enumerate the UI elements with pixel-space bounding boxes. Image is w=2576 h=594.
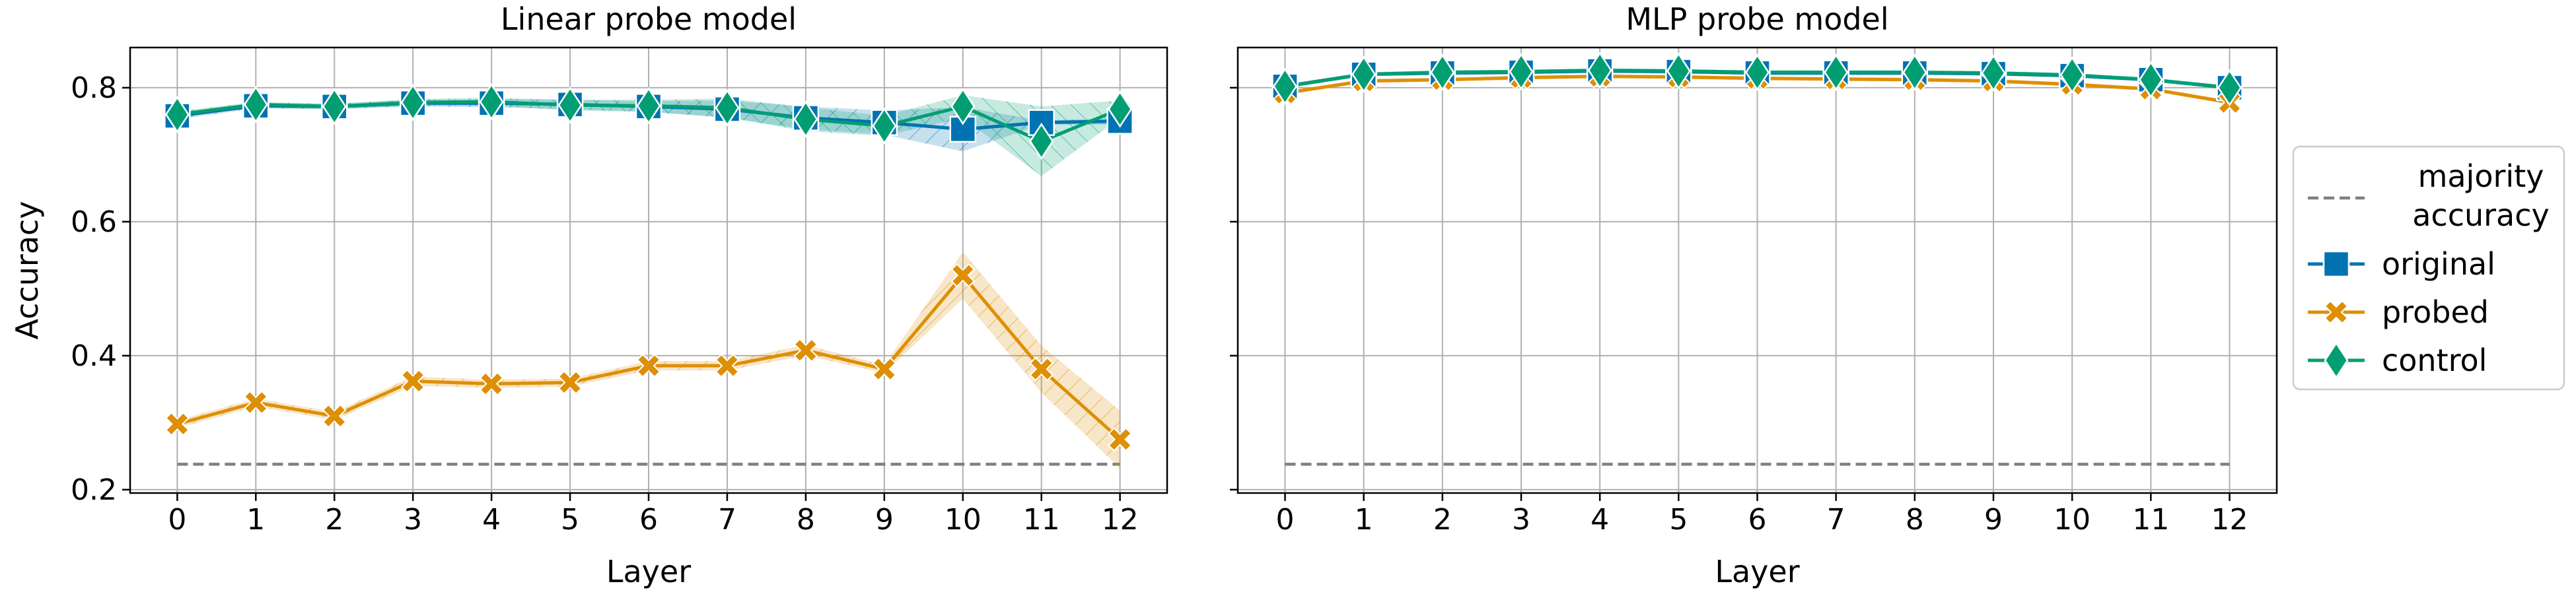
x-tick-label: 7 [718,503,736,537]
control-point [1587,51,1612,89]
x-tick-label: 4 [1591,503,1609,537]
x-tick-label: 9 [1984,503,2003,537]
linear-probe-panel: 0 1 2 3 4 5 6 7 8 9 10 11 120.20.40.60.8AccuracyLine… [9,1,1168,589]
legend-label: majority [2418,158,2544,194]
probed-point [950,263,976,288]
x-tick-label: 6 [639,503,658,537]
x-tick-label: 6 [1748,503,1767,537]
legend-label: control [2382,343,2487,378]
legend-control-marker [2324,341,2349,380]
legend-label: probed [2382,294,2489,330]
y-axis-label: Accuracy [9,201,45,339]
probed-point [793,338,818,363]
x-tick-label: 5 [1669,503,1688,537]
control-point [715,89,740,127]
x-tick-label: 12 [2211,503,2248,537]
x-tick-label: 2 [1433,503,1452,537]
x-tick-label: 3 [404,503,422,537]
y-tick-label: 0.4 [71,339,117,373]
control-point [636,87,661,125]
control-point [1029,122,1054,160]
control-point [1981,54,2006,92]
control-point [557,86,583,124]
x-tick-label: 9 [875,503,894,537]
x-tick-label: 0 [168,503,186,537]
control-point [1430,53,1455,91]
chart-title: MLP probe model [1626,1,1888,37]
control-point [164,96,190,133]
x-tick-label: 5 [561,503,579,537]
control-point [950,88,976,125]
x-tick-label: 0 [1276,503,1295,537]
x-tick-label: 11 [2132,503,2169,537]
control-point [1824,53,1849,91]
y-tick-label: 0.2 [71,473,117,507]
probed-point [636,353,661,378]
legend-original-marker [2322,250,2350,278]
x-tick-label: 12 [1102,503,1139,537]
probed-point [1029,356,1054,381]
control-point [1902,53,1927,91]
probed-point [479,372,504,396]
x-tick-label: 4 [482,503,501,537]
control-point [1745,53,1770,91]
probed-point [715,353,740,378]
probed-point [1108,427,1133,452]
control-markers [1273,51,2242,107]
control-point [2217,69,2242,107]
x-tick-label: 1 [1355,503,1373,537]
control-point [1273,67,1297,106]
probed-point [557,370,583,395]
control-point [479,82,504,121]
control-point [793,100,818,138]
control-point [1351,55,1377,93]
grid [1238,48,2277,493]
x-tick-label: 8 [797,503,815,537]
probed-point [243,390,268,415]
control-point [2138,61,2163,99]
control-point [243,85,268,123]
x-axis-label: Layer [606,554,691,589]
x-axis-label: Layer [1715,554,1799,589]
legend-label: accuracy [2412,197,2550,233]
probed-point [322,403,347,428]
x-tick-label: 10 [945,503,982,537]
x-tick-label: 7 [1827,503,1845,537]
x-tick-label: 8 [1906,503,1924,537]
control-point [1108,90,1133,128]
legend-box [2292,145,2565,391]
chart-title: Linear probe model [501,1,797,37]
control-point [400,83,425,121]
x-tick-label: 10 [2054,503,2091,537]
y-tick-label: 0.8 [71,71,117,105]
control-point [872,107,897,145]
x-tick-label: 11 [1023,503,1060,537]
x-tick-label: 2 [325,503,343,537]
control-point [2059,56,2085,94]
probed-point [400,369,425,393]
y-tick-label: 0.6 [71,205,117,239]
control-point [322,88,347,125]
control-point [1666,52,1691,90]
probed-point [872,356,897,381]
legend-label: original [2382,246,2495,282]
probed-markers [164,263,1133,452]
x-tick-label: 1 [246,503,265,537]
probed-point [164,412,190,436]
control-markers [164,82,1133,160]
control-point [1509,53,1534,90]
legend-probed-marker [2324,300,2349,325]
x-tick-label: 3 [1512,503,1530,537]
